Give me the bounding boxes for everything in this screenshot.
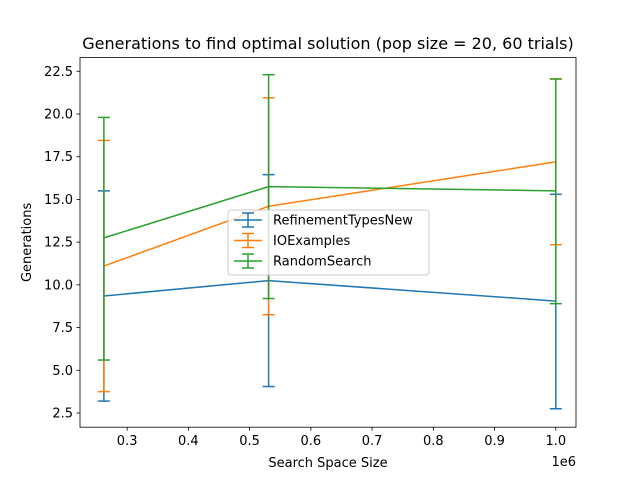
legend-label: RefinementTypesNew [273,214,413,229]
y-tick-label: 15.0 [44,193,73,208]
x-tick-label: 1.0 [545,434,566,449]
x-axis-label: Search Space Size [268,456,387,471]
y-ticks: 2.5 5.0 7.5 10.0 12.5 15.0 17.5 20.0 22.5 [44,65,80,422]
y-tick-label: 5.0 [52,364,73,379]
legend-entry: RandomSearch [234,253,371,270]
legend-entry: RefinementTypesNew [234,212,413,229]
x-tick-label: 0.3 [117,434,138,449]
legend-items: RefinementTypesNew IOExamples RandomSearch [234,212,413,270]
y-axis-label: Generations [20,203,35,283]
x-tick-label: 0.5 [239,434,260,449]
legend-entry: IOExamples [234,232,350,249]
x-tick-label: 0.7 [362,434,383,449]
x-ticks: 0.3 0.4 0.5 0.6 0.7 0.8 0.9 1.0 [117,427,566,449]
legend-label: RandomSearch [273,255,371,270]
x-axis-offset-label: 1e6 [551,455,576,470]
legend-frame [227,209,430,276]
y-tick-label: 7.5 [52,321,73,336]
legend-label: IOExamples [273,234,350,249]
y-tick-label: 2.5 [52,407,73,422]
y-tick-label: 12.5 [44,236,73,251]
y-tick-label: 20.0 [44,107,73,122]
y-tick-label: 10.0 [44,278,73,293]
series-line [103,185,556,239]
x-tick-label: 0.9 [484,434,505,449]
x-tick-label: 0.8 [423,434,444,449]
y-tick-label: 17.5 [44,150,73,165]
legend: RefinementTypesNew IOExamples RandomSearch [227,209,430,276]
y-tick-label: 22.5 [44,65,73,80]
x-tick-label: 0.4 [178,434,199,449]
chart-title: Generations to find optimal solution (po… [82,34,573,53]
x-tick-label: 0.6 [301,434,322,449]
